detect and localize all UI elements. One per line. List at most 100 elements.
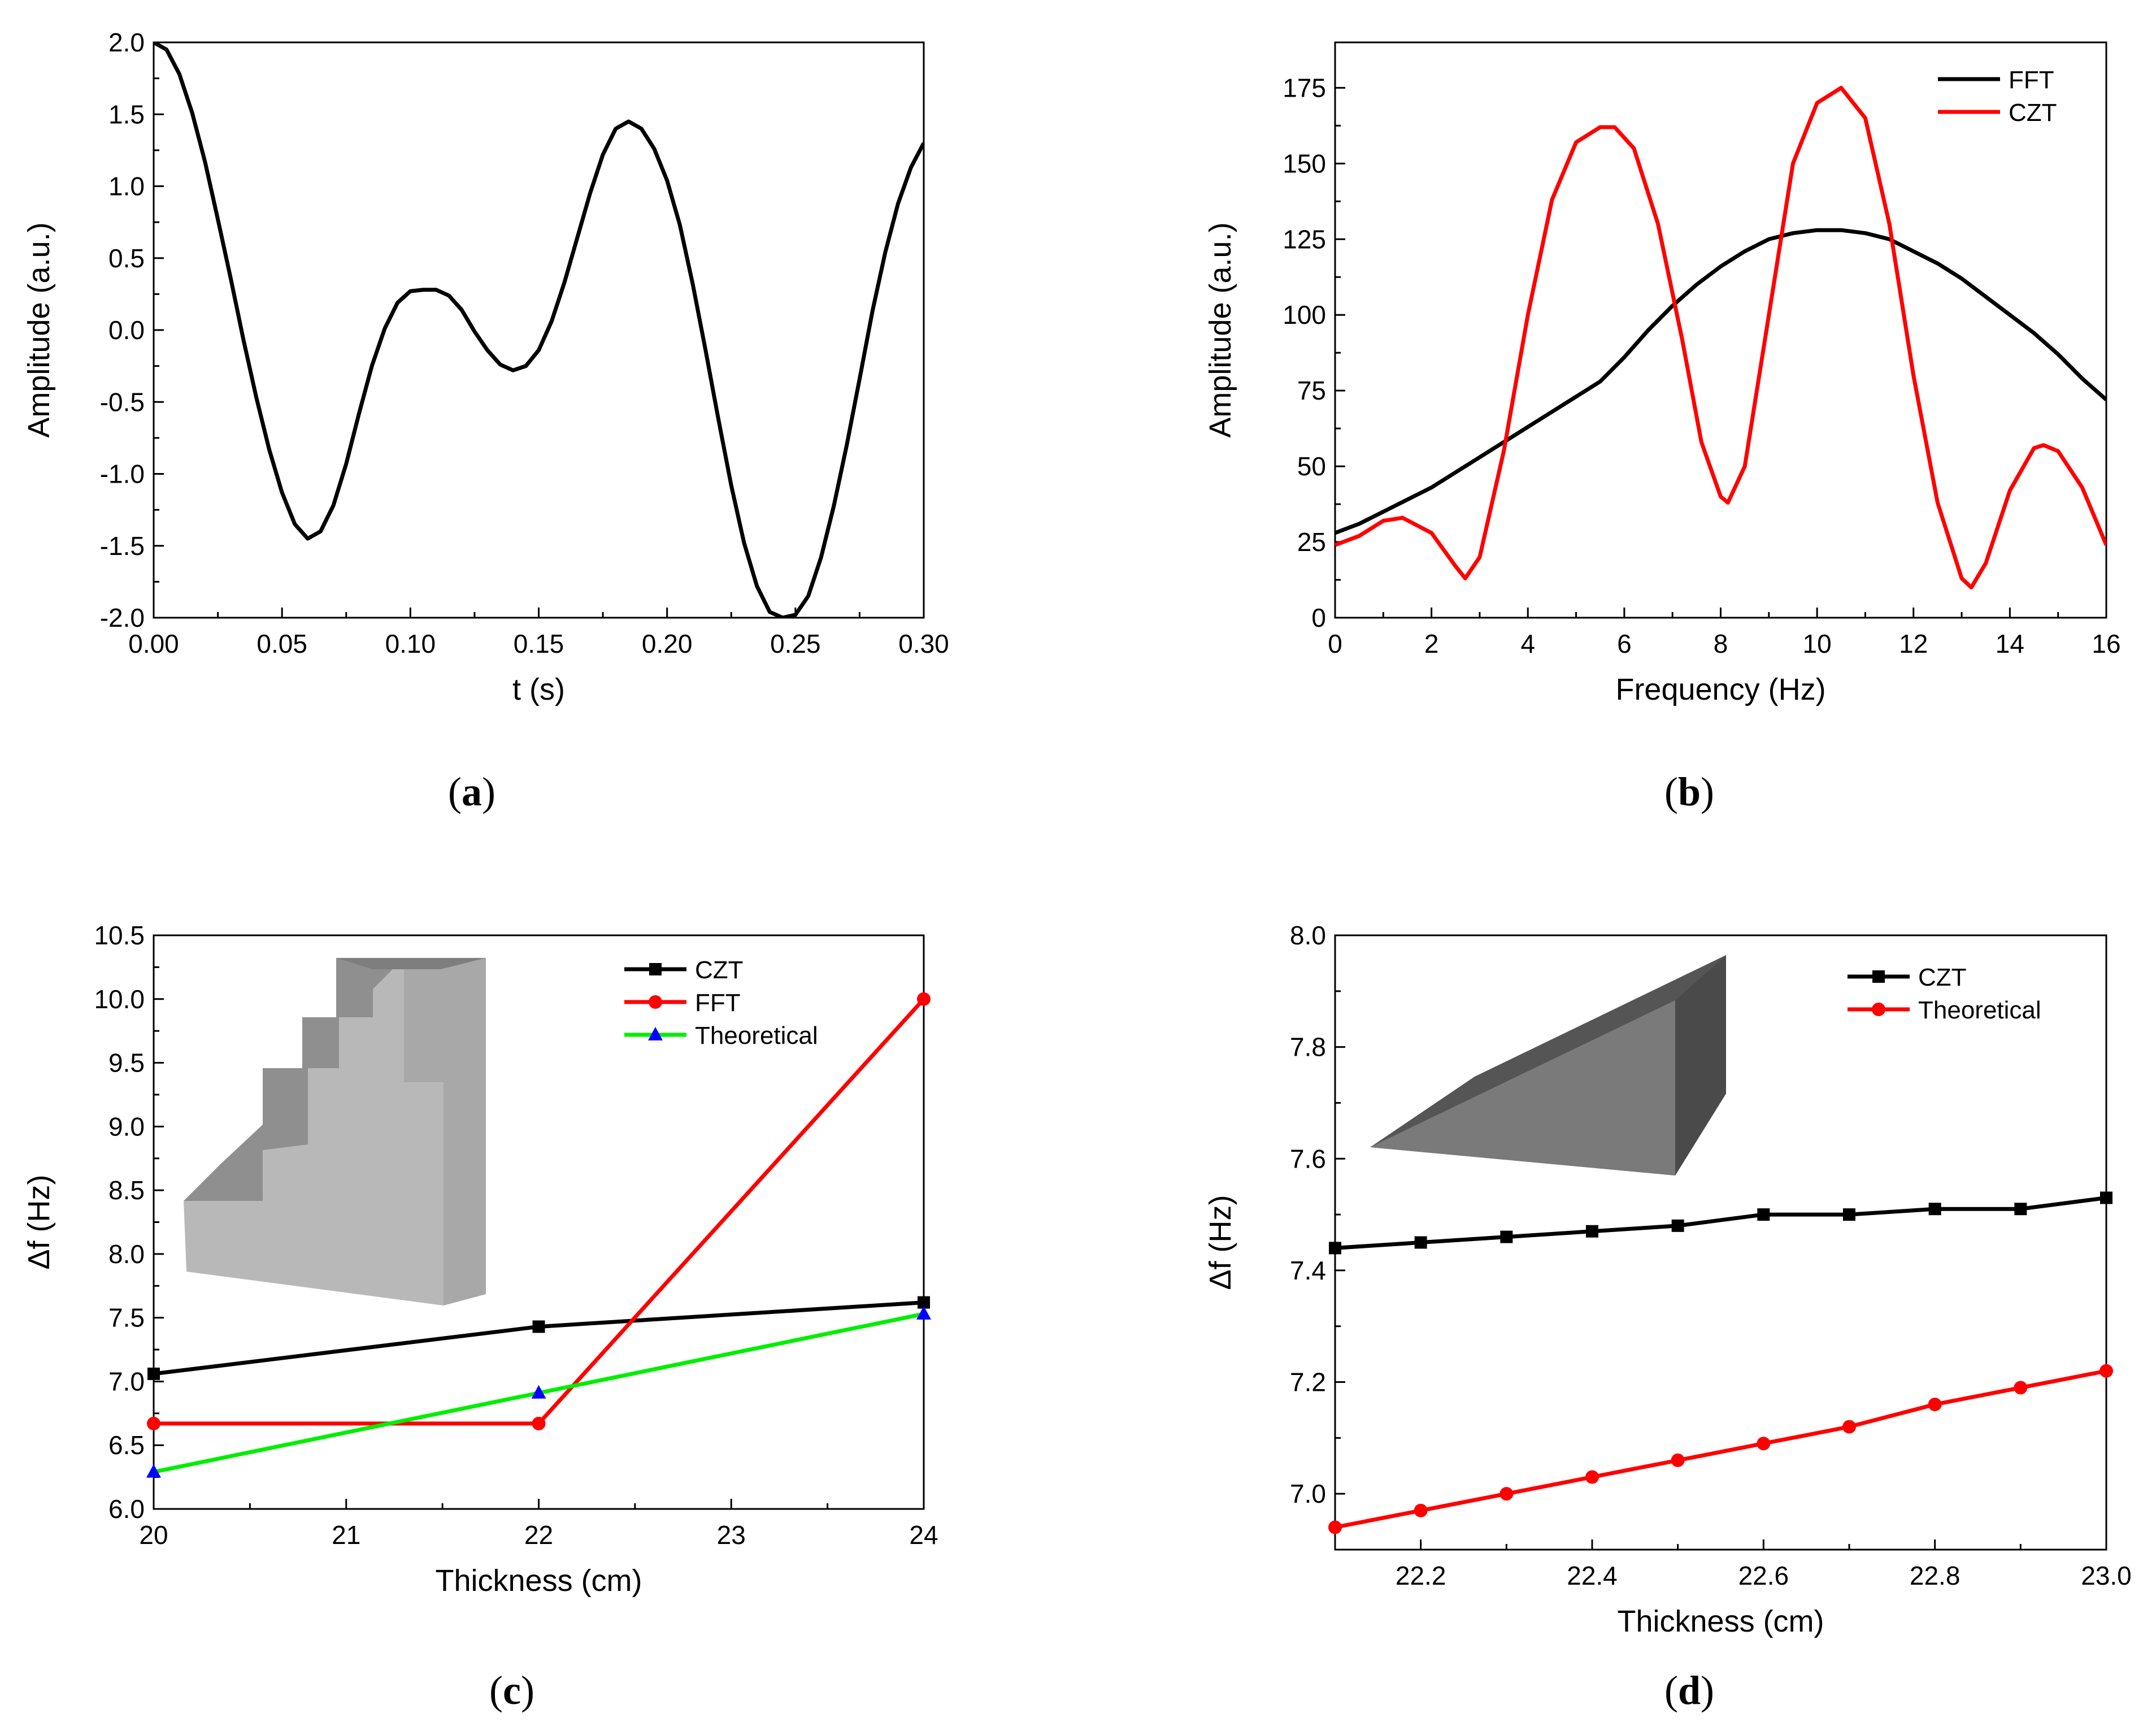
x-tick-label: 2: [1424, 629, 1439, 658]
x-tick-label: 0.05: [257, 629, 307, 658]
x-tick-label: 4: [1520, 629, 1535, 658]
data-point-fft: [147, 1416, 160, 1430]
x-tick-label: 20: [139, 1520, 168, 1550]
x-tick-label: 0.30: [898, 629, 949, 658]
data-point-czt: [532, 1320, 545, 1333]
y-tick-label: 1.0: [108, 172, 145, 201]
data-point-czt: [1757, 1208, 1770, 1221]
series-line-signal: [154, 42, 924, 618]
data-point-theoretical: [1671, 1453, 1685, 1467]
y-tick-label: 10.5: [94, 921, 145, 950]
y-tick-label: 1.5: [108, 99, 145, 129]
legend-label-theoretical: Theoretical: [1918, 996, 2041, 1024]
chart-b: 0 2 4 6 8 10 12 14 16 0 25 50 75 100 125 150 175 Frequenc…: [1203, 41, 2121, 706]
data-point-theoretical: [1585, 1470, 1599, 1484]
data-point-czt: [918, 1296, 930, 1309]
x-axis-label: Frequency (Hz): [1615, 673, 1825, 706]
legend-label-czt: CZT: [695, 956, 744, 984]
y-tick-label: 9.5: [108, 1048, 145, 1078]
y-tick-label: 6.5: [108, 1430, 145, 1460]
y-tick-label: 9.0: [108, 1112, 145, 1141]
legend-marker-fft: [649, 995, 662, 1009]
legend-marker-czt: [649, 963, 662, 975]
legend-label-czt: CZT: [1918, 964, 1967, 991]
y-tick-label: 175: [1283, 73, 1326, 102]
data-point-theoretical: [1414, 1503, 1428, 1517]
y-tick-label: 7.0: [1290, 1479, 1326, 1508]
y-tick-label: -2.0: [100, 603, 145, 632]
data-point-theoretical: [531, 1385, 546, 1399]
x-tick-label: 23: [717, 1520, 746, 1550]
y-tick-label: -1.0: [100, 459, 145, 489]
y-tick-label: 7.2: [1290, 1368, 1326, 1397]
data-point-czt: [147, 1367, 160, 1380]
data-point-czt: [1329, 1242, 1341, 1255]
x-tick-label: 21: [332, 1520, 360, 1550]
data-point-theoretical: [1928, 1398, 1942, 1412]
data-point-theoretical: [916, 1305, 931, 1320]
y-tick-label: 6.0: [108, 1494, 145, 1524]
y-axis-label: Δf (Hz): [22, 1174, 56, 1269]
panel-label-c: (c): [489, 1668, 534, 1713]
y-tick-label: 10.0: [94, 984, 145, 1014]
plot-frame-a: [153, 41, 925, 619]
y-tick-label: 0: [1311, 603, 1326, 632]
y-tick-label: 7.0: [108, 1367, 145, 1396]
y-tick-label: 0.0: [108, 315, 145, 345]
series-line-czt: [1335, 1195, 2106, 1250]
data-point-fft: [917, 992, 931, 1006]
y-tick-label: 8.0: [1290, 921, 1326, 950]
data-point-theoretical: [1499, 1487, 1514, 1501]
legend-marker-czt: [1872, 970, 1885, 983]
wedge-inset-image: [1370, 955, 1726, 1176]
y-tick-label: 100: [1283, 300, 1326, 329]
chart-c: 20 21 22 23 24 6.0 6.5 7.0 7.5 8.0 8.5 9.0 9.5 10.0 10…: [22, 921, 938, 1598]
x-tick-label: 0.10: [385, 629, 436, 658]
y-tick-label: 150: [1283, 149, 1326, 178]
data-point-theoretical: [146, 1464, 161, 1478]
data-point-theoretical: [1328, 1520, 1342, 1534]
x-tick-label: 0: [1328, 629, 1342, 658]
x-axis-label: t (s): [512, 673, 565, 706]
x-tick-label: 12: [1899, 629, 1928, 658]
panel-label-b: (b): [1664, 769, 1715, 814]
x-tick-label: 22.4: [1567, 1561, 1618, 1590]
y-tick-label: 125: [1283, 224, 1326, 254]
data-point-theoretical: [2014, 1381, 2028, 1395]
x-tick-label: 14: [1996, 629, 2024, 658]
x-tick-label: 24: [909, 1520, 938, 1550]
series-line-fft: [1335, 228, 2106, 535]
chart-d: 22.2 22.4 22.6 22.8 23.0 7.0 7.2 7.4 7.6 7.8 8.0 Th…: [1203, 921, 2132, 1638]
y-tick-label: 7.5: [108, 1303, 145, 1333]
series-line-theoretical: [1335, 1369, 2106, 1529]
x-tick-label: 22: [524, 1520, 553, 1550]
data-point-czt: [1500, 1230, 1513, 1243]
y-axis-label: Δf (Hz): [1203, 1195, 1237, 1290]
x-tick-label: 16: [2092, 629, 2120, 658]
y-tick-label: 8.0: [108, 1239, 145, 1269]
x-tick-label: 23.0: [2081, 1561, 2132, 1590]
data-point-theoretical: [2100, 1364, 2113, 1378]
x-tick-label: 0.15: [514, 629, 564, 658]
x-tick-label: 10: [1803, 629, 1832, 658]
data-point-theoretical: [1757, 1437, 1771, 1451]
x-tick-label: 6: [1617, 629, 1632, 658]
x-tick-label: 22.8: [1910, 1561, 1961, 1590]
y-tick-label: -1.5: [100, 531, 145, 561]
x-tick-label: 22.2: [1396, 1561, 1446, 1590]
y-axis-label: Amplitude (a.u.): [22, 222, 56, 437]
data-point-czt: [1843, 1208, 1855, 1221]
y-tick-label: 75: [1297, 376, 1326, 405]
data-point-fft: [532, 1416, 546, 1430]
legend-marker-theoretical: [648, 1027, 663, 1040]
legend-label-fft: FFT: [695, 989, 741, 1017]
legend-label-czt: CZT: [2009, 99, 2057, 127]
x-axis-label: Thickness (cm): [1617, 1604, 1824, 1638]
legend-marker-theoretical: [1872, 1003, 1885, 1016]
x-tick-label: 0.20: [642, 629, 693, 658]
x-tick-label: 22.6: [1738, 1561, 1789, 1590]
y-tick-label: 25: [1297, 527, 1326, 557]
y-tick-label: 50: [1297, 452, 1326, 481]
data-point-theoretical: [1842, 1420, 1856, 1434]
